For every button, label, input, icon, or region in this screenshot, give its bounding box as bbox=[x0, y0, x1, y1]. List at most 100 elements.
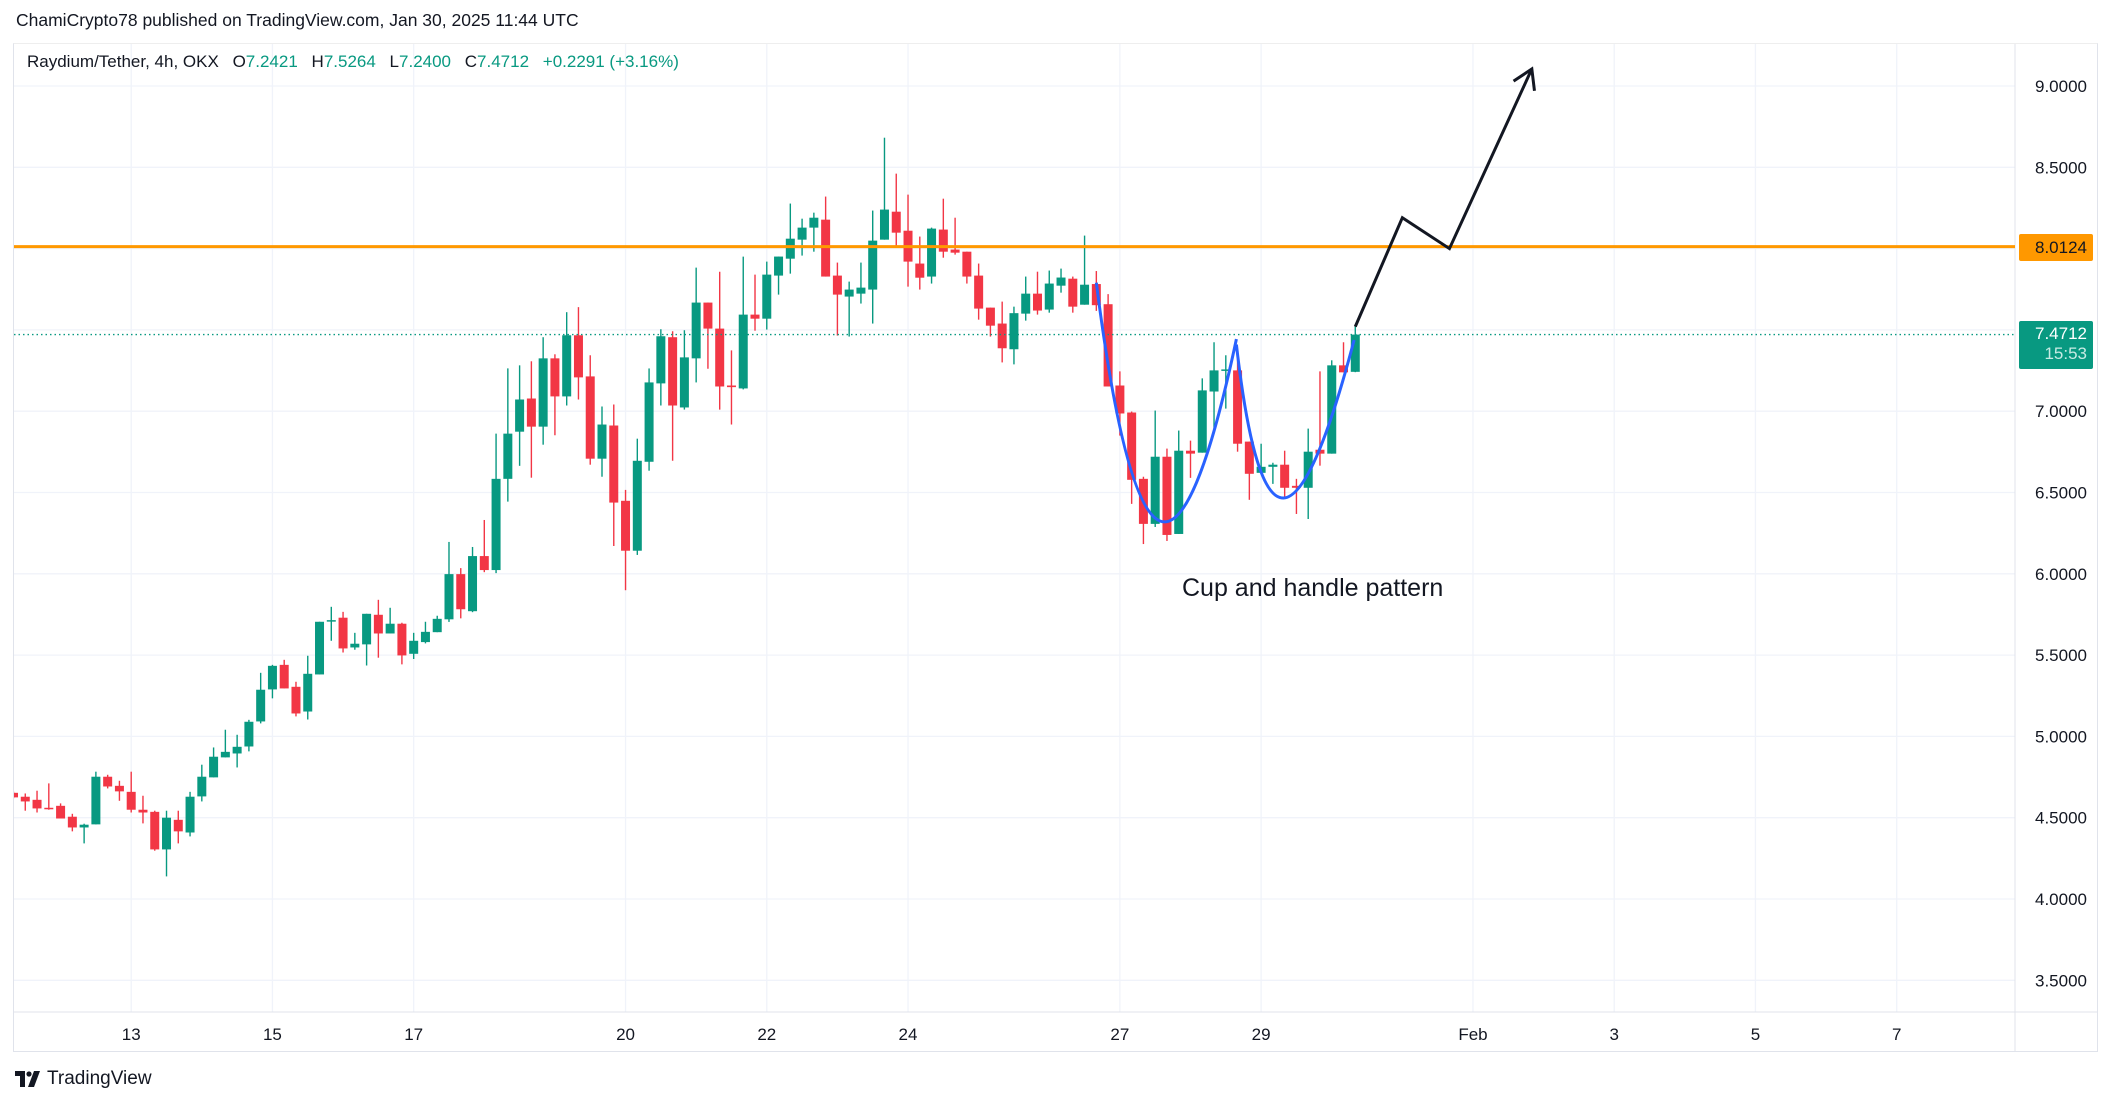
candle-body bbox=[32, 799, 42, 809]
candle-up bbox=[303, 655, 313, 720]
candle-body bbox=[1032, 293, 1042, 311]
candle-down bbox=[550, 354, 560, 436]
candle-body bbox=[774, 256, 784, 276]
last-price-value: 7.4712 bbox=[2035, 324, 2087, 343]
candle-down bbox=[1186, 440, 1195, 478]
candle-down bbox=[573, 307, 583, 400]
candle-down bbox=[373, 599, 383, 658]
price-tick-label: 8.5000 bbox=[2035, 158, 2087, 177]
symbol-legend[interactable]: Raydium/Tether, 4h, OKX O7.2421 H7.5264 … bbox=[27, 52, 679, 72]
candle-body bbox=[279, 664, 289, 689]
candle-body bbox=[597, 424, 607, 459]
candle-down bbox=[668, 331, 678, 461]
candle-down bbox=[703, 302, 713, 369]
candle-down bbox=[585, 355, 595, 465]
time-tick-label: 24 bbox=[899, 1025, 918, 1044]
candle-up bbox=[738, 256, 748, 390]
price-tick-label: 7.0000 bbox=[2035, 402, 2087, 421]
candle-body bbox=[232, 746, 242, 754]
candle-body bbox=[1339, 365, 1349, 373]
candle-up bbox=[879, 137, 889, 240]
candle-up bbox=[385, 607, 395, 634]
candle-up bbox=[91, 771, 101, 825]
candle-up bbox=[856, 262, 866, 304]
candle-down bbox=[1280, 450, 1290, 498]
candle-body bbox=[515, 399, 525, 432]
price-tick-label: 9.0000 bbox=[2035, 77, 2087, 96]
candle-body bbox=[1291, 485, 1301, 488]
candle-body bbox=[444, 574, 454, 620]
candle-up bbox=[1174, 430, 1184, 534]
candle-body bbox=[832, 275, 842, 295]
candle-body bbox=[997, 323, 1007, 349]
candle-body bbox=[950, 249, 960, 253]
price-tick-label: 4.5000 bbox=[2035, 809, 2087, 828]
candle-body bbox=[668, 337, 678, 406]
candle-up bbox=[315, 621, 325, 675]
candle-down bbox=[985, 307, 995, 337]
candle-body bbox=[1197, 390, 1207, 453]
price-tick-label: 6.5000 bbox=[2035, 484, 2087, 503]
candle-body bbox=[1186, 450, 1195, 454]
candle-down bbox=[32, 790, 42, 813]
candle-down bbox=[1127, 411, 1137, 504]
candle-body bbox=[44, 807, 54, 810]
candle-down bbox=[832, 262, 842, 336]
candle-up bbox=[326, 606, 336, 641]
candle-body bbox=[114, 785, 124, 792]
candle-down bbox=[750, 274, 760, 331]
candle-body bbox=[797, 227, 807, 240]
candle-up bbox=[1056, 268, 1066, 293]
cup-curve[interactable] bbox=[1094, 282, 1238, 524]
candle-down bbox=[114, 780, 124, 801]
time-tick-label: 29 bbox=[1252, 1025, 1271, 1044]
time-tick-label: 15 bbox=[263, 1025, 282, 1044]
low-value: 7.2400 bbox=[399, 52, 452, 71]
handle-curve[interactable] bbox=[1234, 339, 1356, 500]
candle-down bbox=[173, 810, 183, 844]
candle-body bbox=[656, 336, 666, 384]
candle-down bbox=[150, 810, 160, 851]
candle-body bbox=[468, 556, 478, 612]
candle-down bbox=[1339, 342, 1349, 373]
candle-body bbox=[291, 686, 301, 714]
candle-body bbox=[1103, 304, 1113, 387]
candle-body bbox=[503, 433, 513, 479]
candle-up bbox=[656, 329, 666, 406]
time-tick-label: 17 bbox=[404, 1025, 423, 1044]
candle-body bbox=[1056, 277, 1066, 286]
candle-body bbox=[821, 219, 831, 277]
tradingview-logo[interactable]: TradingView bbox=[15, 1068, 152, 1090]
candle-body bbox=[585, 376, 595, 459]
candle-body bbox=[14, 792, 18, 798]
candle-body bbox=[362, 613, 372, 645]
candle-body bbox=[962, 251, 972, 277]
candle-down bbox=[1032, 271, 1042, 315]
time-tick-label: 27 bbox=[1110, 1025, 1129, 1044]
candle-down bbox=[715, 271, 725, 410]
candle-body bbox=[126, 791, 136, 810]
candle-body bbox=[609, 425, 619, 503]
candle-down bbox=[103, 774, 113, 789]
tradingview-logo-icon bbox=[15, 1071, 40, 1087]
candle-up bbox=[409, 632, 419, 660]
candle-body bbox=[879, 209, 889, 240]
candle-body bbox=[562, 335, 572, 397]
candles bbox=[14, 137, 1360, 877]
candle-up bbox=[868, 210, 878, 324]
candle-body bbox=[256, 689, 266, 722]
candle-body bbox=[315, 621, 325, 675]
candle-body bbox=[1350, 334, 1360, 372]
candle-down bbox=[138, 795, 148, 824]
candle-body bbox=[1303, 451, 1313, 488]
candle-up bbox=[562, 312, 572, 406]
candle-down bbox=[903, 194, 913, 287]
projection-arrow[interactable] bbox=[1353, 68, 1534, 328]
candle-body bbox=[20, 796, 30, 802]
candle-body bbox=[1233, 370, 1243, 444]
candle-body bbox=[456, 574, 466, 610]
time-tick-label: 7 bbox=[1892, 1025, 1901, 1044]
candle-body bbox=[1268, 464, 1278, 467]
candle-body bbox=[103, 776, 113, 787]
